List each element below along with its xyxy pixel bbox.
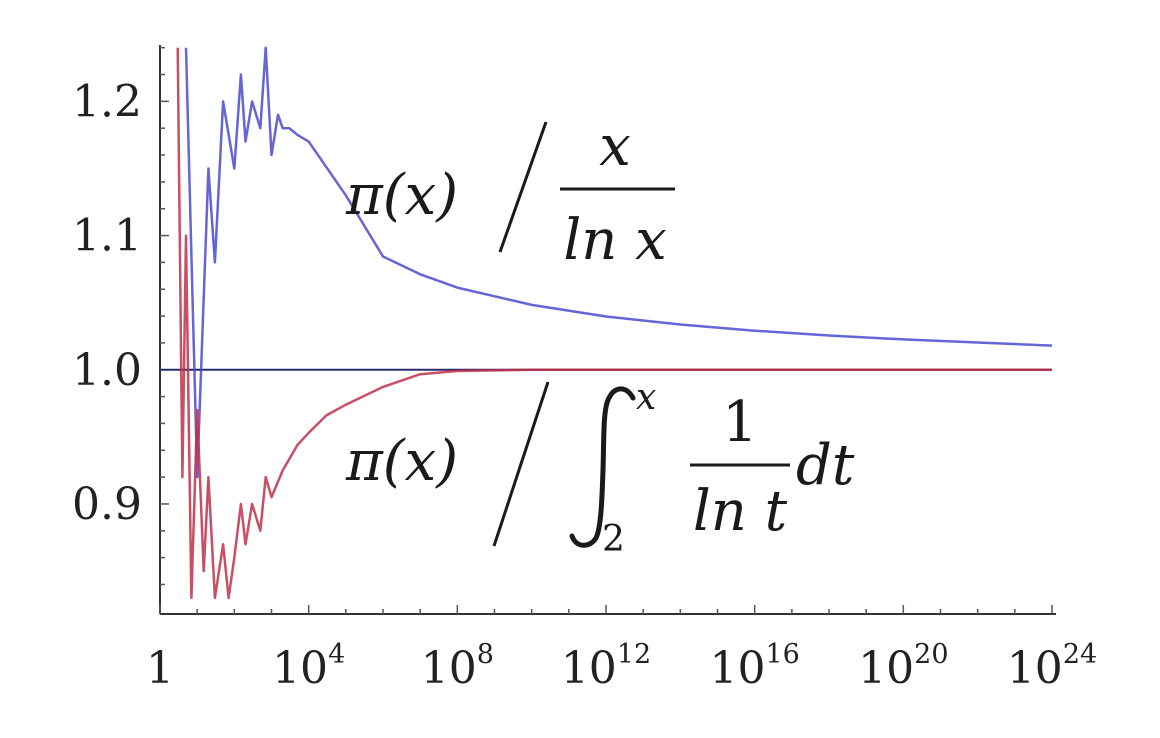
x-tick-label: 1012 [561,639,651,694]
formula-lower-differential: dt [796,433,855,498]
formula-upper: π(x) x ln x [345,114,675,273]
formula-upper-slash [498,121,548,253]
x-tick-label: 1024 [1007,639,1097,694]
y-tick-label: 1.2 [72,76,142,127]
x-tick-label: 104 [272,639,345,694]
x-tick-label: 1016 [709,639,799,694]
integral-lower-limit: 2 [602,519,625,560]
formula-lower-lhs: π(x) [345,429,458,494]
formula-upper-lhs: π(x) [345,163,458,228]
formula-upper-numerator: x [599,114,631,179]
x-tick-labels: 1 104 108 1012 1016 1020 1024 [146,639,1097,694]
formula-lower: π(x) x 2 1 ln t dt [345,377,855,560]
tick-marks [159,46,1053,614]
x-tick-label: 1 [146,643,174,694]
formula-lower-denominator: ln t [693,479,788,544]
formula-lower-slash [492,381,550,547]
y-tick-label: 1.1 [72,211,142,262]
x-tick-label: 108 [421,639,494,694]
series-line-pi-over-li [176,47,1052,600]
y-tick-label: 0.9 [72,479,142,530]
x-tick-label: 1020 [858,639,948,694]
series-line-pi-over-x-ln-x [184,46,1053,479]
integral-upper-limit: x [636,377,656,418]
y-tick-label: 1.0 [72,345,142,396]
y-tick-labels: 0.9 1.0 1.1 1.2 [72,76,142,530]
formula-upper-denominator: ln x [563,208,666,273]
series-group [176,46,1053,600]
formula-lower-numerator: 1 [722,390,758,455]
integral-sign [569,386,636,548]
